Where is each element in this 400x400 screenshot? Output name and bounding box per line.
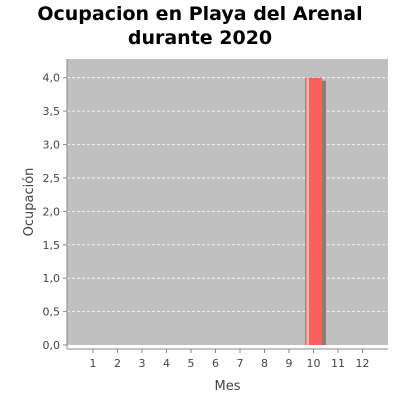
y-tick-label: 4,0 [43,72,61,85]
y-tick-label: 3,0 [43,139,61,152]
x-tick-label: 1 [90,357,97,370]
chart-title-line-2: durante 2020 [127,27,273,49]
axes: 0,00,51,01,52,02,53,03,54,01 2 3 4 5 6 7 8 9 10 11… [43,59,388,370]
y-tick-label: 2,5 [43,172,61,185]
y-tick-label: 2,0 [43,205,61,218]
gridlines [67,77,388,312]
x-tick-label: 11 [331,357,345,370]
y-tick-label: 1,0 [43,272,61,285]
y-axis-title: Ocupación [22,168,37,237]
x-tick-label: 7 [237,357,244,370]
y-tick-label: 3,5 [43,105,61,118]
x-tick-label: 4 [163,357,170,370]
chart-title: Ocupacion en Playa del Arenal durante 20… [0,2,400,50]
x-tick-label: 3 [139,357,146,370]
x-tick-label: 2 [114,357,121,370]
x-tick-label: 5 [188,357,195,370]
plot-area [67,59,388,345]
bar-highlight [306,77,309,346]
x-axis-title: Mes [215,379,241,394]
x-tick-label: 12 [356,357,370,370]
y-tick-label: 0,5 [43,306,61,319]
x-tick-label: 6 [212,357,219,370]
y-tick-label: 1,5 [43,239,61,252]
chart-title-line-1: Ocupacion en Playa del Arenal [37,3,363,25]
x-tick-label: 8 [261,357,268,370]
bars [305,77,326,346]
y-tick-label: 0,0 [43,339,61,352]
bar [305,77,322,346]
x-tick-label: 9 [286,357,293,370]
x-tick-label: 10 [307,357,321,370]
